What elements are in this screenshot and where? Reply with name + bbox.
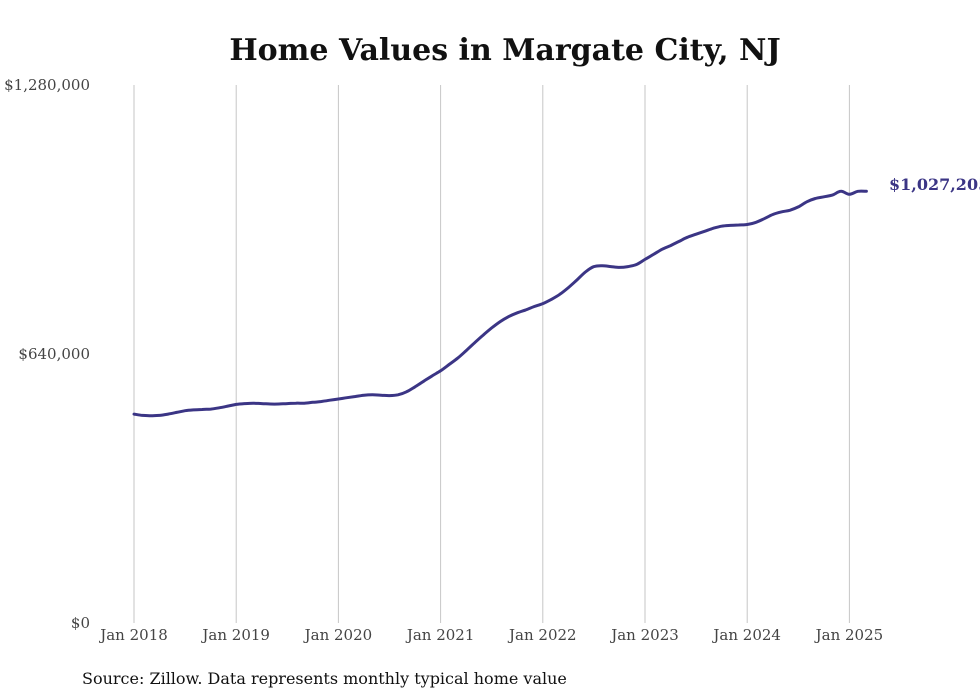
x-tick-label: Jan 2025 [814,626,884,644]
y-tick-label: $1,280,000 [4,76,90,94]
source-note: Source: Zillow. Data represents monthly … [82,669,567,688]
x-tick-label: Jan 2018 [98,626,168,644]
x-tick-label: Jan 2022 [507,626,577,644]
chart-title: Home Values in Margate City, NJ [229,33,780,68]
end-value-label: $1,027,205 [889,175,980,194]
y-tick-label: $0 [71,614,90,632]
x-tick-label: Jan 2024 [711,626,781,644]
x-tick-label: Jan 2023 [609,626,679,644]
y-axis-ticks: $0 $640,000 $1,280,000 [4,76,90,632]
y-tick-label: $640,000 [18,345,90,363]
grid-lines [133,85,850,623]
x-axis-ticks: Jan 2018 Jan 2019 Jan 2020 Jan 2021 Jan 2022… [98,626,883,644]
x-tick-label: Jan 2019 [200,626,270,644]
series-line-home-value [132,189,868,418]
x-tick-label: Jan 2021 [405,626,475,644]
x-tick-label: Jan 2020 [303,626,373,644]
